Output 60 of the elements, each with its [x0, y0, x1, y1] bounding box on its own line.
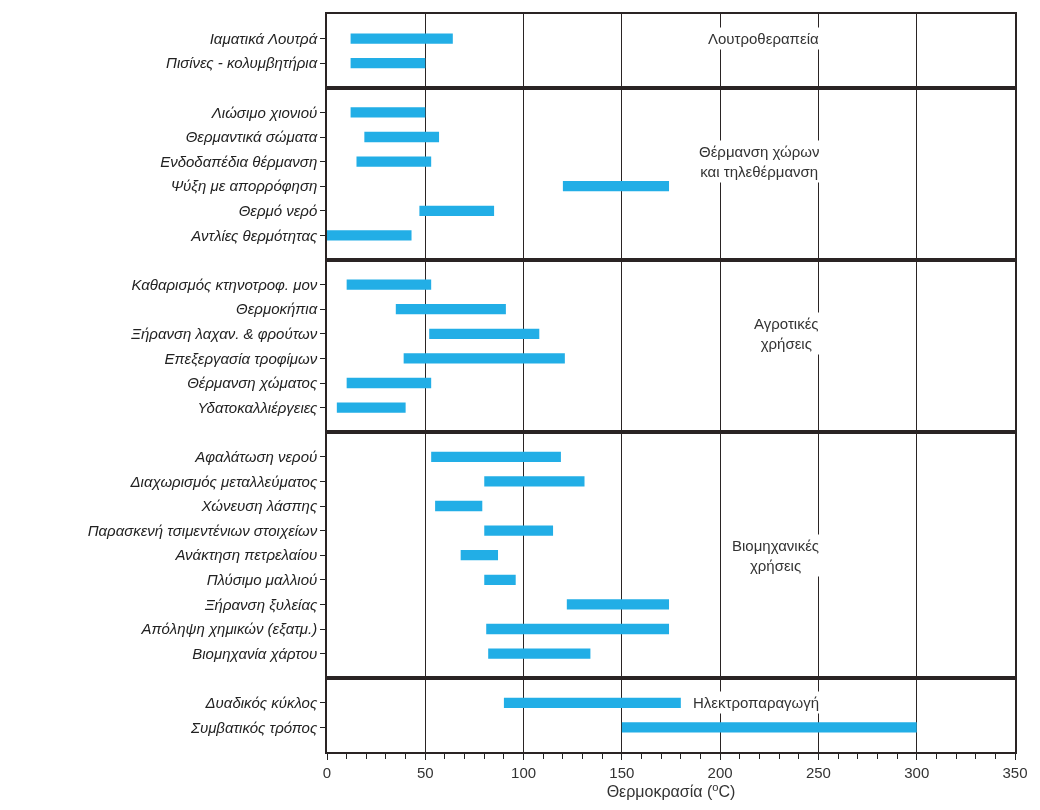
bar [395, 304, 506, 315]
bar [435, 500, 483, 512]
y-tick-label: Θέρμανση χώματος [187, 374, 318, 392]
x-tick-label: 0 [322, 763, 332, 781]
y-tick-label: Πλύσιμο μαλλιού [206, 571, 318, 589]
bar [431, 451, 561, 462]
y-tick-label: Καθαρισμός κτηνοτροφ. μον [131, 275, 318, 293]
y-tick-label: Ανάκτηση πετρελαίου [174, 546, 318, 564]
y-tick-label: Διαχωρισμός μεταλλεύματος [129, 472, 318, 490]
y-tick-label: Λιώσιμο χιονιού [210, 103, 318, 121]
x-tick-label: 250 [805, 763, 831, 781]
bar [460, 550, 499, 561]
y-tick-label: Θερμοκήπια [236, 300, 318, 318]
y-tick-label: Αφαλάτωση νερού [194, 448, 318, 466]
y-tick-label: Χώνευση λάσπης [200, 497, 318, 515]
x-tick-label: 300 [904, 763, 930, 781]
x-tick-label: 100 [511, 763, 537, 781]
bar [562, 181, 670, 192]
y-tick-label: Ιαματικά Λουτρά [209, 29, 318, 47]
bar [484, 525, 554, 536]
bar [356, 156, 432, 167]
y-tick-label: Ψύξη με απορρόφηση [170, 177, 318, 195]
annotation: Αγροτικές χρήσεις [754, 315, 819, 352]
x-tick-label: 200 [707, 763, 733, 781]
y-tick-label: Δυαδικός κύκλος [204, 694, 318, 712]
annotation: Θέρμανση χώρων και τηλεθέρμανση [699, 143, 820, 180]
y-tick-label: Πισίνες - κολυμβητήρια [166, 54, 318, 72]
bar [429, 328, 540, 339]
bar [346, 377, 432, 389]
annotation: Λουτροθεραπεία [708, 30, 819, 47]
y-tick-label: Ξήρανση λαχαν. & φρούτων [130, 325, 318, 343]
y-tick-label: Απόληψη χημικών (εξατμ.) [140, 620, 318, 638]
annotation: Βιομηχανικές χρήσεις [732, 537, 820, 574]
y-tick-label: Ενδοδαπέδια θέρμανση [160, 152, 318, 170]
bar [566, 599, 670, 610]
bar [484, 574, 516, 585]
bar [336, 402, 406, 413]
bar [419, 205, 495, 216]
x-tick-label: 50 [416, 763, 434, 781]
x-tick-label: 350 [1002, 763, 1028, 781]
y-tick-label: Βιομηχανία χάρτου [192, 644, 318, 662]
y-tick-label: Αντλίες θερμότητας [190, 226, 318, 244]
y-tick-label: Συμβατικός τρόπος [189, 718, 318, 736]
bar [346, 279, 432, 290]
x-tick-label: 150 [609, 763, 635, 781]
y-tick-label: Θερμό νερό [238, 202, 318, 220]
bar [488, 648, 591, 659]
x-axis-title: Θερμοκρασία ($^{o}$C) [606, 780, 736, 801]
y-tick-label: Επεξεργασία τροφίμων [164, 349, 318, 367]
y-tick-label: Παρασκενή τσιμεντένιων στοιχείων [87, 521, 318, 539]
bar [350, 107, 426, 118]
bar [484, 476, 585, 487]
y-tick-label: Θερμαντικά σώματα [185, 128, 318, 146]
bar [403, 353, 565, 364]
y-tick-label: Υδατοκαλλιέργειες [197, 398, 318, 416]
bar [364, 131, 440, 143]
bar [327, 230, 412, 241]
bar [486, 623, 670, 635]
y-tick-label: Ξήρανση ξυλείας [203, 595, 318, 613]
annotation: Ηλεκτροπαραγωγή [693, 694, 820, 711]
